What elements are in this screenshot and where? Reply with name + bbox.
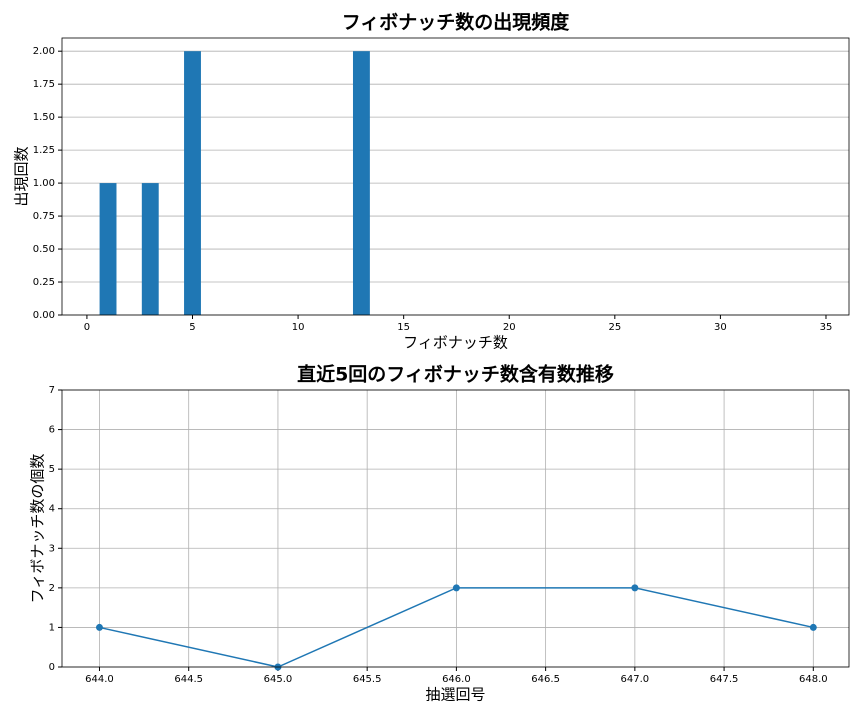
bar <box>99 183 117 315</box>
x-axis-label: フィボナッチ数 <box>403 334 508 352</box>
point <box>809 623 817 631</box>
x-tick-label: 30 <box>714 322 727 333</box>
y-tick-label: 2.00 <box>33 46 55 57</box>
y-tick-label: 7 <box>49 385 55 396</box>
y-tick-label: 1.50 <box>33 112 55 123</box>
x-tick-label: 646.5 <box>531 674 560 685</box>
x-tick-label: 644.5 <box>174 674 203 685</box>
y-tick-label: 0.75 <box>33 211 55 222</box>
x-axis-label: 抽選回号 <box>425 686 485 704</box>
y-tick-label: 1.00 <box>33 178 55 189</box>
x-tick-label: 10 <box>292 322 305 333</box>
x-tick-label: 20 <box>503 322 516 333</box>
bar <box>352 51 370 315</box>
y-axis-label: 出現回数 <box>13 146 31 206</box>
x-tick-label: 15 <box>397 322 410 333</box>
point <box>452 584 460 592</box>
y-tick-label: 0.50 <box>33 244 55 255</box>
point <box>631 584 639 592</box>
y-tick-label: 0.00 <box>33 310 55 321</box>
y-tick-label: 6 <box>49 425 55 436</box>
chart-title: 直近5回のフィボナッチ数含有数推移 <box>297 363 614 386</box>
y-tick-label: 1 <box>49 622 55 633</box>
x-tick-label: 645.0 <box>264 674 293 685</box>
x-tick-label: 644.0 <box>85 674 114 685</box>
y-tick-label: 1.75 <box>33 79 55 90</box>
x-tick-label: 645.5 <box>353 674 382 685</box>
y-tick-label: 0.25 <box>33 277 55 288</box>
y-axis-label: フィボナッチ数の個数 <box>29 454 47 604</box>
bar <box>184 51 201 315</box>
x-tick-label: 648.0 <box>799 674 828 685</box>
x-tick-label: 647.0 <box>621 674 650 685</box>
y-tick-label: 0 <box>49 662 55 673</box>
y-tick-label: 1.25 <box>33 145 55 156</box>
x-tick-label: 0 <box>84 322 90 333</box>
y-tick-label: 3 <box>49 543 55 554</box>
point <box>95 623 103 631</box>
y-tick-label: 4 <box>49 504 55 515</box>
x-tick-label: 25 <box>608 322 621 333</box>
bar <box>141 183 159 315</box>
x-tick-label: 646.0 <box>442 674 471 685</box>
plot-frame <box>61 389 850 668</box>
chart-title: フィボナッチ数の出現頻度 <box>342 11 571 34</box>
x-tick-label: 35 <box>820 322 833 333</box>
plot-frame <box>61 37 850 316</box>
x-tick-label: 5 <box>189 322 195 333</box>
y-tick-label: 5 <box>49 464 55 475</box>
y-tick-label: 2 <box>49 583 55 594</box>
x-tick-label: 647.5 <box>710 674 739 685</box>
